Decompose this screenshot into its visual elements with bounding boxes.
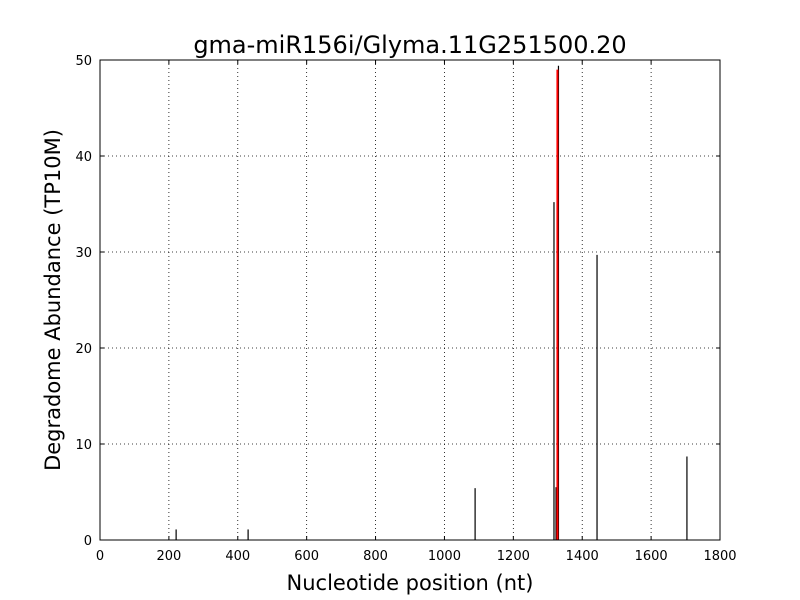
y-tick-label: 50 — [75, 54, 92, 69]
x-tick-label: 200 — [156, 549, 181, 564]
x-tick-label: 1000 — [428, 549, 461, 564]
x-tick-label: 400 — [225, 549, 250, 564]
x-tick-label: 800 — [363, 549, 388, 564]
x-tick-label: 1800 — [703, 549, 736, 564]
bars — [175, 65, 688, 540]
plot-frame — [99, 59, 721, 541]
chart-title: gma-miR156i/Glyma.11G251500.20 — [193, 31, 626, 59]
y-tick-label: 10 — [75, 438, 92, 453]
y-tick-label: 30 — [75, 246, 92, 261]
y-axis-label: Degradome Abundance (TP10M) — [41, 129, 65, 471]
x-tick-label: 1400 — [566, 549, 599, 564]
x-tick-label: 1200 — [497, 549, 530, 564]
x-tick-label: 1600 — [635, 549, 668, 564]
y-tick-label: 20 — [75, 342, 92, 357]
x-axis-label: Nucleotide position (nt) — [287, 571, 534, 595]
y-tick-label: 0 — [84, 534, 92, 549]
ticks: 0 200 400 600 800 1000 1200 1400 1600 1800 0 10 20 30… — [75, 54, 736, 564]
x-tick-label: 600 — [294, 549, 319, 564]
grid — [99, 59, 721, 541]
x-tick-label: 0 — [96, 549, 104, 564]
y-tick-label: 40 — [75, 150, 92, 165]
